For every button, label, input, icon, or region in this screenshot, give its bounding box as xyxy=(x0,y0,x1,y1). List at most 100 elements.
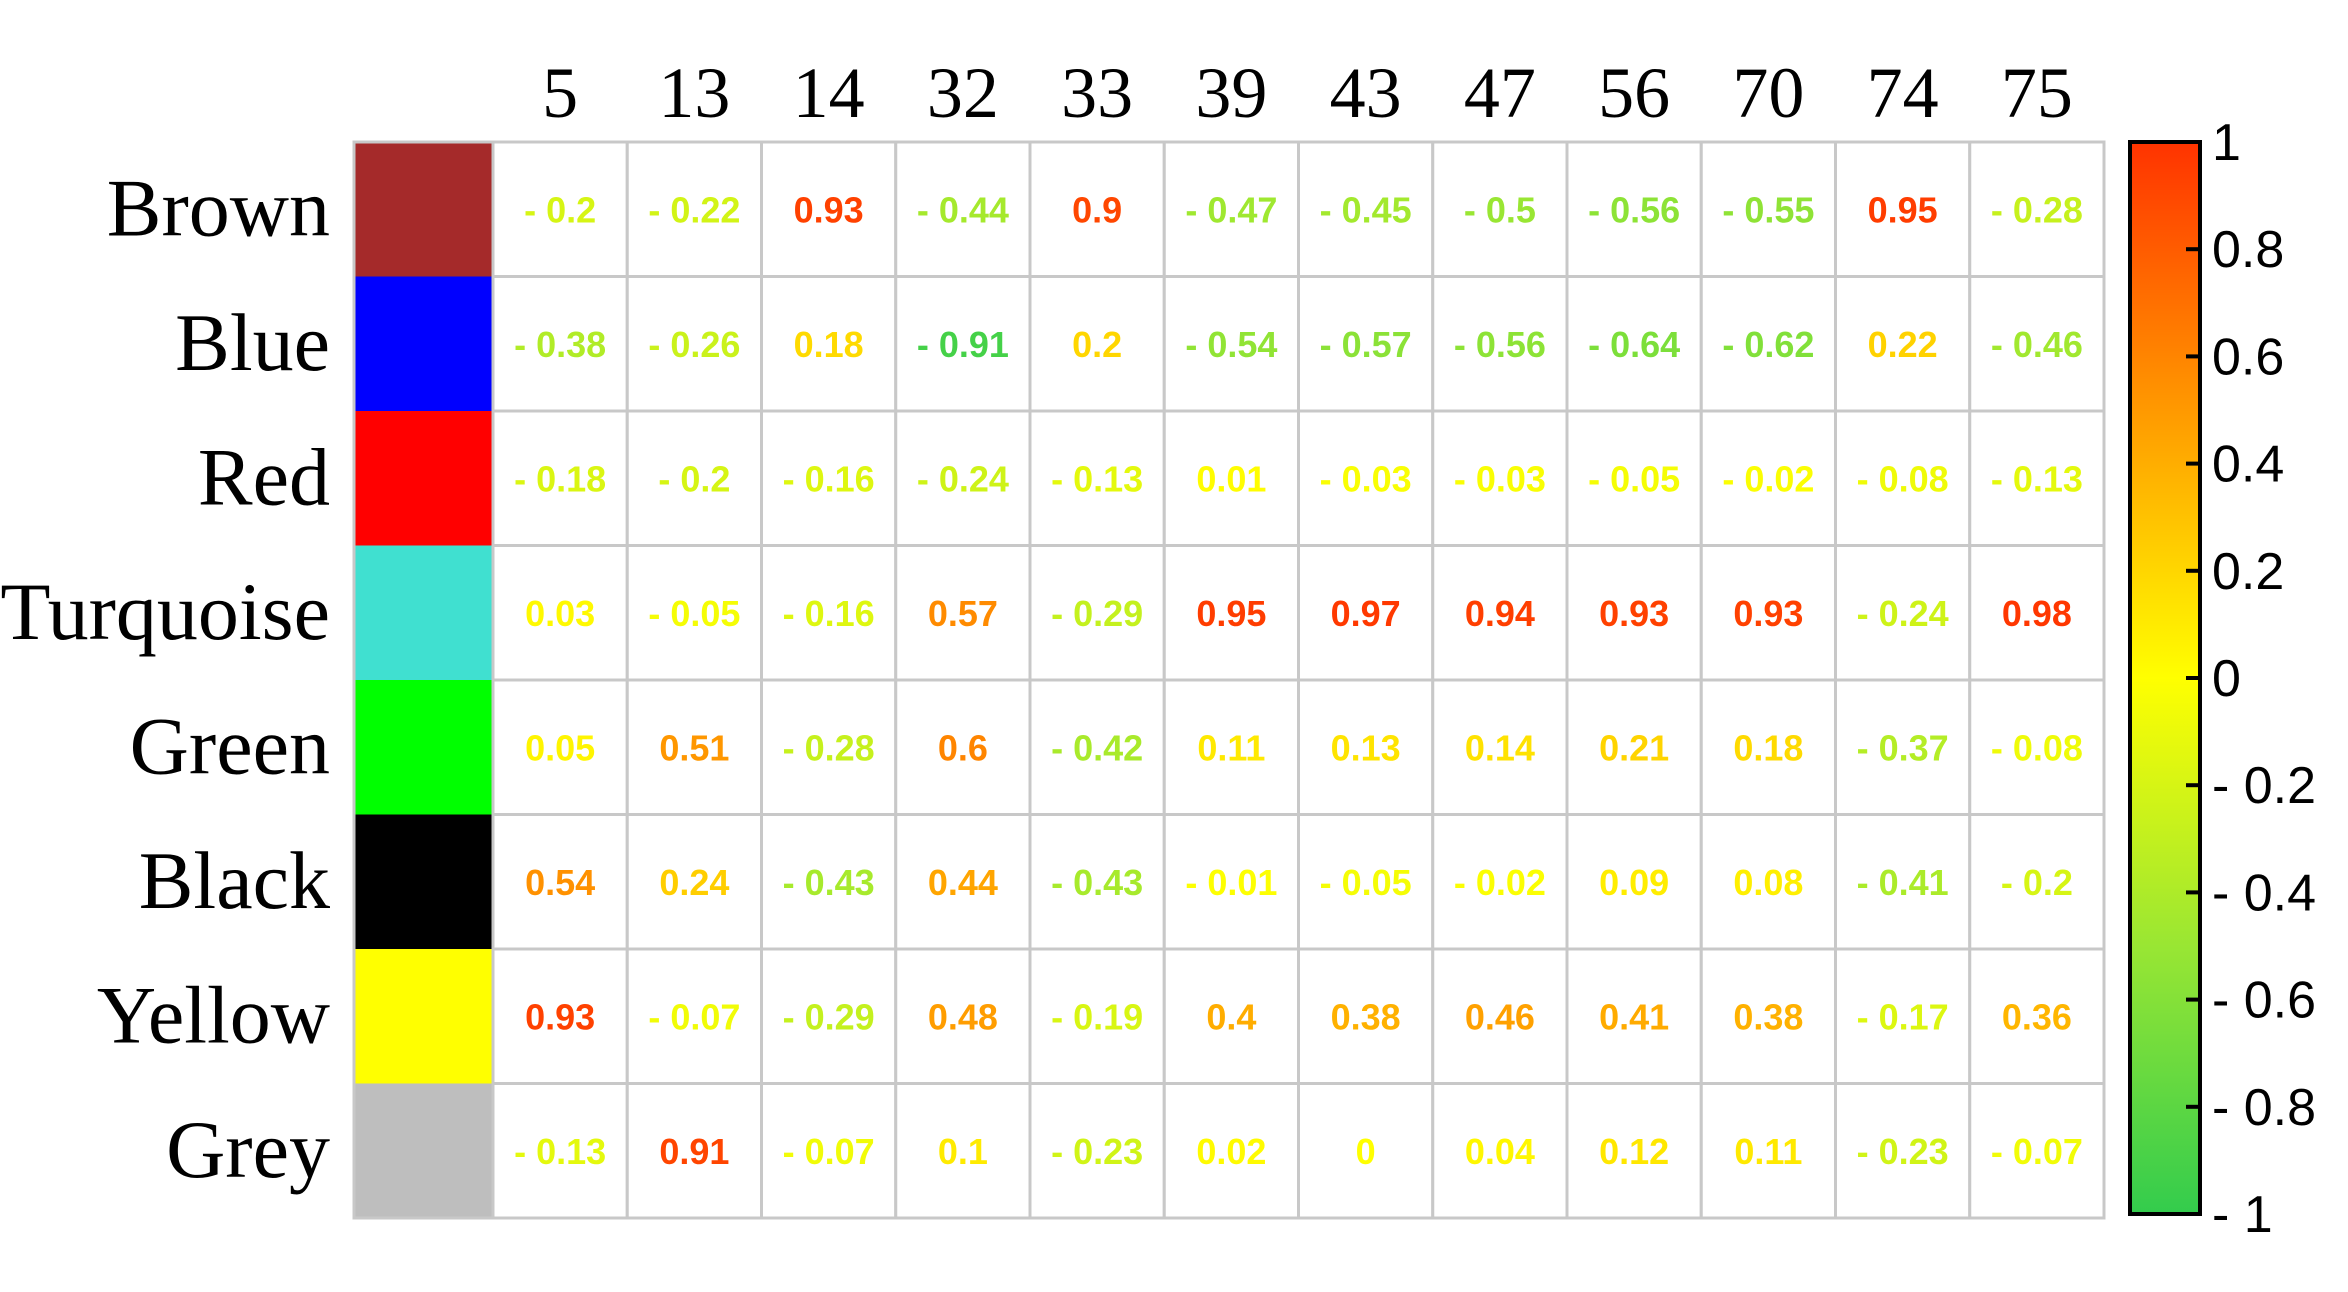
cell-value-label: 0.97 xyxy=(1331,593,1401,634)
heatmap-cell xyxy=(1968,544,2106,682)
row-swatch-turquoise xyxy=(354,545,493,680)
cell-value-label: - 0.47 xyxy=(1185,189,1277,230)
heatmap-cell xyxy=(1297,409,1435,547)
heatmap-cell xyxy=(1699,544,1837,682)
row-swatch-brown xyxy=(354,142,493,277)
heatmap-cell xyxy=(491,678,629,816)
heatmap-cell xyxy=(1699,813,1837,951)
cell-value-label: - 0.03 xyxy=(1454,458,1546,499)
cell-value-label: 0.46 xyxy=(1465,996,1535,1037)
cell-value-label: - 0.01 xyxy=(1185,862,1277,903)
column-label: 39 xyxy=(1195,53,1267,133)
cell-value-label: - 0.42 xyxy=(1051,727,1143,768)
cell-value-label: - 0.41 xyxy=(1857,862,1949,903)
heatmap-cell xyxy=(760,544,898,682)
cell-value-label: 0.18 xyxy=(1733,727,1803,768)
column-label: 5 xyxy=(542,53,578,133)
cell-value-label: - 0.45 xyxy=(1320,189,1412,230)
heatmap-cell xyxy=(760,947,898,1085)
cell-value-label: - 0.07 xyxy=(783,1131,875,1172)
cell-value-label: - 0.43 xyxy=(1051,862,1143,903)
cell-value-label: 0.93 xyxy=(525,996,595,1037)
row-swatch-yellow xyxy=(354,949,493,1084)
heatmap-cell xyxy=(894,1082,1032,1220)
cell-value-label: 0.09 xyxy=(1599,862,1669,903)
column-label: 32 xyxy=(927,53,999,133)
cell-value-label: - 0.54 xyxy=(1185,324,1277,365)
heatmap-cell xyxy=(1968,813,2106,951)
heatmap-cell xyxy=(1565,813,1703,951)
cell-value-label: 0.51 xyxy=(659,727,729,768)
heatmap-cell xyxy=(1162,678,1300,816)
cell-value-label: - 0.23 xyxy=(1051,1131,1143,1172)
cell-value-label: 0.24 xyxy=(659,862,729,903)
column-label: 33 xyxy=(1061,53,1133,133)
heatmap-cell xyxy=(1297,678,1435,816)
cell-value-label: - 0.57 xyxy=(1320,324,1412,365)
cell-value-label: - 0.02 xyxy=(1454,862,1546,903)
heatmap-cell xyxy=(625,678,763,816)
colorbar: 1 0.8 0.6 0.4 0.2 0 - 0.2 - 0.4 - 0.6 - 0.8 - 1 xyxy=(2128,114,2316,1244)
cell-value-label: 0.01 xyxy=(1196,458,1266,499)
cell-value-label: - 0.07 xyxy=(1991,1131,2083,1172)
cell-value-label: 0.95 xyxy=(1196,593,1266,634)
cell-value-label: 0.9 xyxy=(1072,189,1122,230)
cell-value-label: 0.93 xyxy=(1599,593,1669,634)
heatmap-cell xyxy=(1431,678,1569,816)
heatmap-cell xyxy=(1968,1082,2106,1220)
cell-value-label: 0.05 xyxy=(525,727,595,768)
heatmap-cell xyxy=(1028,409,1166,547)
cell-value-label: 0.44 xyxy=(928,862,998,903)
heatmap-cell xyxy=(894,544,1032,682)
colorbar-tick-label: 0.6 xyxy=(2212,328,2284,386)
cell-value-label: 0.48 xyxy=(928,996,998,1037)
cell-value-label: - 0.44 xyxy=(917,189,1009,230)
cell-value-label: - 0.91 xyxy=(917,324,1009,365)
heatmap-cell xyxy=(1968,140,2106,278)
cell-value-label: - 0.08 xyxy=(1857,458,1949,499)
heatmap-cell xyxy=(1565,544,1703,682)
heatmap-cell xyxy=(1834,275,1972,413)
heatmap-cell xyxy=(894,813,1032,951)
row-swatch-green xyxy=(354,680,493,815)
cell-value-label: - 0.24 xyxy=(917,458,1009,499)
row-color-swatches xyxy=(354,142,493,1218)
cell-value-label: - 0.64 xyxy=(1588,324,1680,365)
column-label: 56 xyxy=(1598,53,1670,133)
cell-value-label: - 0.24 xyxy=(1857,593,1949,634)
cell-value-label: - 0.29 xyxy=(783,996,875,1037)
cell-value-label: - 0.08 xyxy=(1991,727,2083,768)
cell-value-label: 0.22 xyxy=(1868,324,1938,365)
colorbar-tick-label: - 0.8 xyxy=(2212,1079,2316,1137)
heatmap-cell xyxy=(1431,813,1569,951)
cell-value-label: 0.41 xyxy=(1599,996,1669,1037)
column-label: 13 xyxy=(658,53,730,133)
cell-value-label: 0.36 xyxy=(2002,996,2072,1037)
cell-value-label: 0.6 xyxy=(938,727,988,768)
heatmap-cell xyxy=(1028,947,1166,1085)
cell-value-label: - 0.28 xyxy=(1991,189,2083,230)
heatmap-cell xyxy=(1028,678,1166,816)
cell-value-label: 0.11 xyxy=(1734,1131,1802,1172)
heatmap-cell xyxy=(1968,409,2106,547)
heatmap-cell xyxy=(1431,140,1569,278)
colorbar-tick-label: - 0.6 xyxy=(2212,972,2316,1030)
heatmap-cell xyxy=(1834,947,1972,1085)
cell-value-label: 0.2 xyxy=(1072,324,1122,365)
heatmap-cell xyxy=(894,947,1032,1085)
colorbar-tick-label: 0.4 xyxy=(2212,436,2284,494)
cell-value-label: - 0.56 xyxy=(1454,324,1546,365)
heatmap-cell xyxy=(1297,813,1435,951)
heatmap-cell xyxy=(1297,275,1435,413)
row-label: Turquoise xyxy=(0,566,330,657)
cell-value-label: 0.11 xyxy=(1197,727,1265,768)
heatmap-cell xyxy=(625,947,763,1085)
heatmap-cell xyxy=(1162,947,1300,1085)
cell-value-label: - 0.05 xyxy=(1320,862,1412,903)
colorbar-tick-label: 0.2 xyxy=(2212,543,2284,601)
heatmap-cell xyxy=(491,813,629,951)
heatmap-cell xyxy=(1297,947,1435,1085)
heatmap-cell xyxy=(760,678,898,816)
cell-value-label: - 0.18 xyxy=(514,458,606,499)
cell-value-label: 0.13 xyxy=(1331,727,1401,768)
